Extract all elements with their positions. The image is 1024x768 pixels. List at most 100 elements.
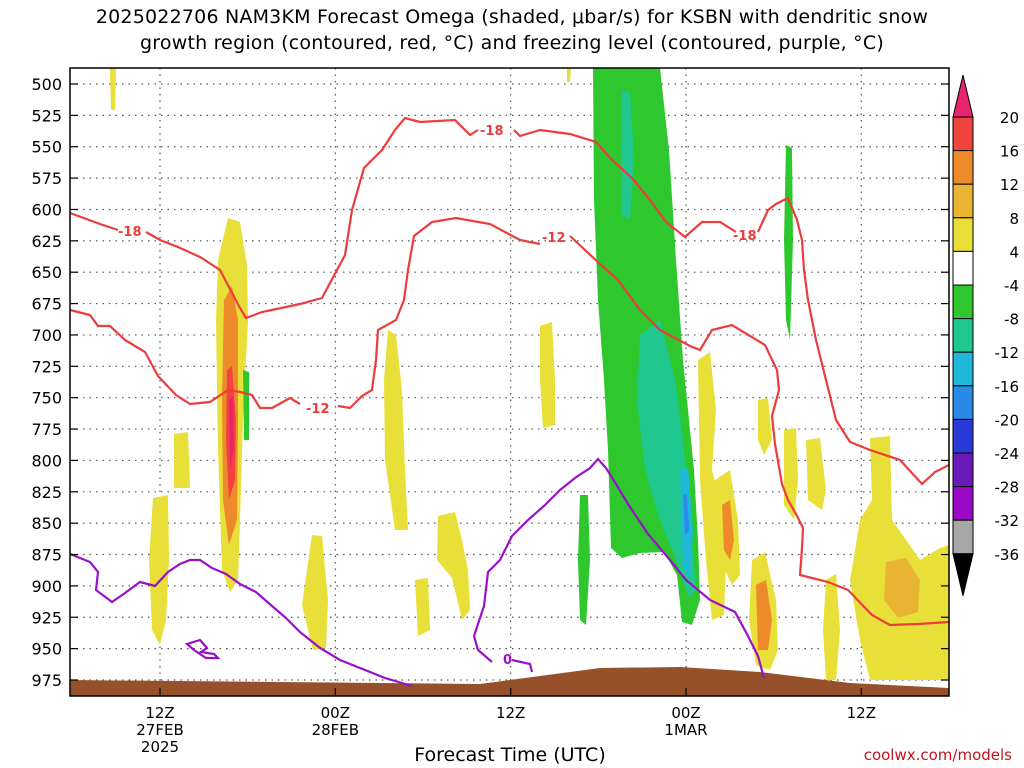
omega-yellow-blob	[823, 574, 840, 680]
colorbar-swatch	[952, 418, 974, 454]
colorbar-swatch	[952, 116, 974, 152]
colorbar-swatch	[952, 183, 974, 219]
plot-area	[70, 68, 949, 696]
y-axis: 500 525 550 575 600 625 650 675 700 725 750 775 800 8…	[31, 75, 949, 690]
y-tick-label: 875	[31, 546, 62, 565]
omega-green-blob	[784, 145, 793, 340]
x-tick-label: 27FEB	[136, 721, 183, 739]
contour-minus12-left	[69, 216, 541, 410]
site-credit[interactable]: coolwx.com/models	[863, 746, 1012, 764]
y-tick-label: 950	[31, 640, 62, 659]
y-tick-label: 775	[31, 420, 62, 439]
colorbar-swatch	[952, 284, 974, 320]
y-tick-label: 500	[31, 75, 62, 94]
colorbar-swatch	[952, 217, 974, 252]
colorbar-label: 4	[1009, 243, 1019, 261]
colorbar-swatch	[952, 452, 974, 488]
colorbar-swatch	[952, 351, 974, 387]
x-tick-label: 12Z	[145, 704, 174, 722]
chart-title-line-2: growth region (contoured, red, °C) and f…	[140, 32, 884, 54]
omega-yellow-blob	[437, 512, 470, 620]
y-tick-label: 600	[31, 200, 62, 219]
omega-teal-region	[622, 90, 634, 220]
colorbar: 20 16 12 8 4 -4 -8 -12 -16 -20 -24 -28 -32 -36	[952, 74, 1020, 596]
x-tick-label: 2025	[141, 738, 179, 756]
colorbar-label: 20	[1000, 109, 1019, 127]
y-tick-label: 900	[31, 577, 62, 596]
omega-yellow-blob	[758, 398, 772, 455]
y-tick-label: 675	[31, 295, 62, 314]
omega-yellow-blob	[149, 495, 169, 645]
omega-green-blob	[578, 495, 590, 625]
contour-label: -18	[733, 229, 757, 244]
omega-yellow-blob	[384, 330, 408, 530]
dendritic-contours	[69, 116, 950, 627]
omega-yellow-blob	[850, 436, 949, 680]
contour-0-middle	[472, 457, 766, 679]
y-tick-label: 575	[31, 169, 62, 188]
colorbar-swatch	[952, 519, 974, 555]
x-tick-label: 12Z	[496, 704, 525, 722]
contour-label: -12	[542, 231, 566, 246]
colorbar-swatch	[952, 318, 974, 353]
contour-label: -18	[118, 225, 142, 240]
x-tick-label: 00Z	[671, 704, 700, 722]
omega-shading	[110, 68, 949, 680]
omega-yellow-blob	[698, 352, 726, 620]
contour-label: -18	[480, 124, 504, 139]
y-tick-label: 750	[31, 389, 62, 408]
omega-pink-blob	[229, 396, 234, 470]
x-tick-label: 00Z	[321, 704, 350, 722]
contour-minus18-middle	[513, 128, 737, 239]
colorbar-label: -12	[995, 344, 1020, 362]
omega-orange-blob	[722, 500, 734, 560]
x-tick-label: 12Z	[847, 704, 876, 722]
colorbar-bottom-arrow	[952, 553, 974, 596]
omega-yellow-blob	[174, 432, 190, 488]
omega-orange-blob	[756, 580, 772, 650]
colorbar-label: -16	[995, 378, 1020, 396]
colorbar-label: -4	[1004, 277, 1019, 295]
y-tick-label: 975	[31, 671, 62, 690]
contour-labels: -18 -18 -18 -12 -12 0	[118, 124, 757, 668]
omega-blue-region	[683, 494, 689, 535]
contour-0-small	[184, 638, 221, 660]
colorbar-label: -24	[995, 445, 1020, 463]
omega-yellow-blob	[415, 578, 430, 636]
y-tick-label: 625	[31, 232, 62, 251]
colorbar-label: -20	[995, 411, 1020, 429]
y-tick-label: 700	[31, 326, 62, 345]
colorbar-label: -28	[995, 479, 1020, 497]
plot-frame	[69, 67, 950, 697]
grid-lines	[70, 68, 949, 696]
x-axis-label: Forecast Time (UTC)	[414, 744, 606, 766]
omega-yellow-blob	[806, 438, 826, 510]
y-tick-label: 800	[31, 451, 62, 470]
y-tick-label: 650	[31, 263, 62, 282]
y-tick-label: 725	[31, 357, 62, 376]
y-tick-label: 525	[31, 106, 62, 125]
contour-0-tail	[511, 658, 534, 673]
contour-label: 0	[503, 653, 512, 668]
y-tick-label: 550	[31, 138, 62, 157]
omega-yellow-blob	[567, 68, 571, 82]
omega-yellow-blob	[302, 535, 328, 650]
terrain	[70, 667, 949, 696]
colorbar-label: -8	[1004, 311, 1019, 329]
colorbar-swatch	[952, 385, 974, 420]
contour-label: -12	[306, 402, 330, 417]
omega-orange-blob	[884, 558, 920, 618]
colorbar-label: 8	[1009, 210, 1019, 228]
contour-minus18-left	[69, 116, 479, 320]
y-tick-label: 850	[31, 514, 62, 533]
omega-teal-region	[637, 320, 696, 598]
omega-green-blob	[243, 370, 249, 440]
colorbar-swatch	[952, 150, 974, 185]
colorbar-top-arrow	[952, 74, 974, 118]
colorbar-swatch	[952, 486, 974, 521]
chart-title-line-1: 2025022706 NAM3KM Forecast Omega (shaded…	[95, 6, 929, 28]
omega-yellow-blob	[110, 68, 116, 110]
x-tick-label: 28FEB	[312, 721, 359, 739]
colorbar-label: 16	[1000, 143, 1019, 161]
